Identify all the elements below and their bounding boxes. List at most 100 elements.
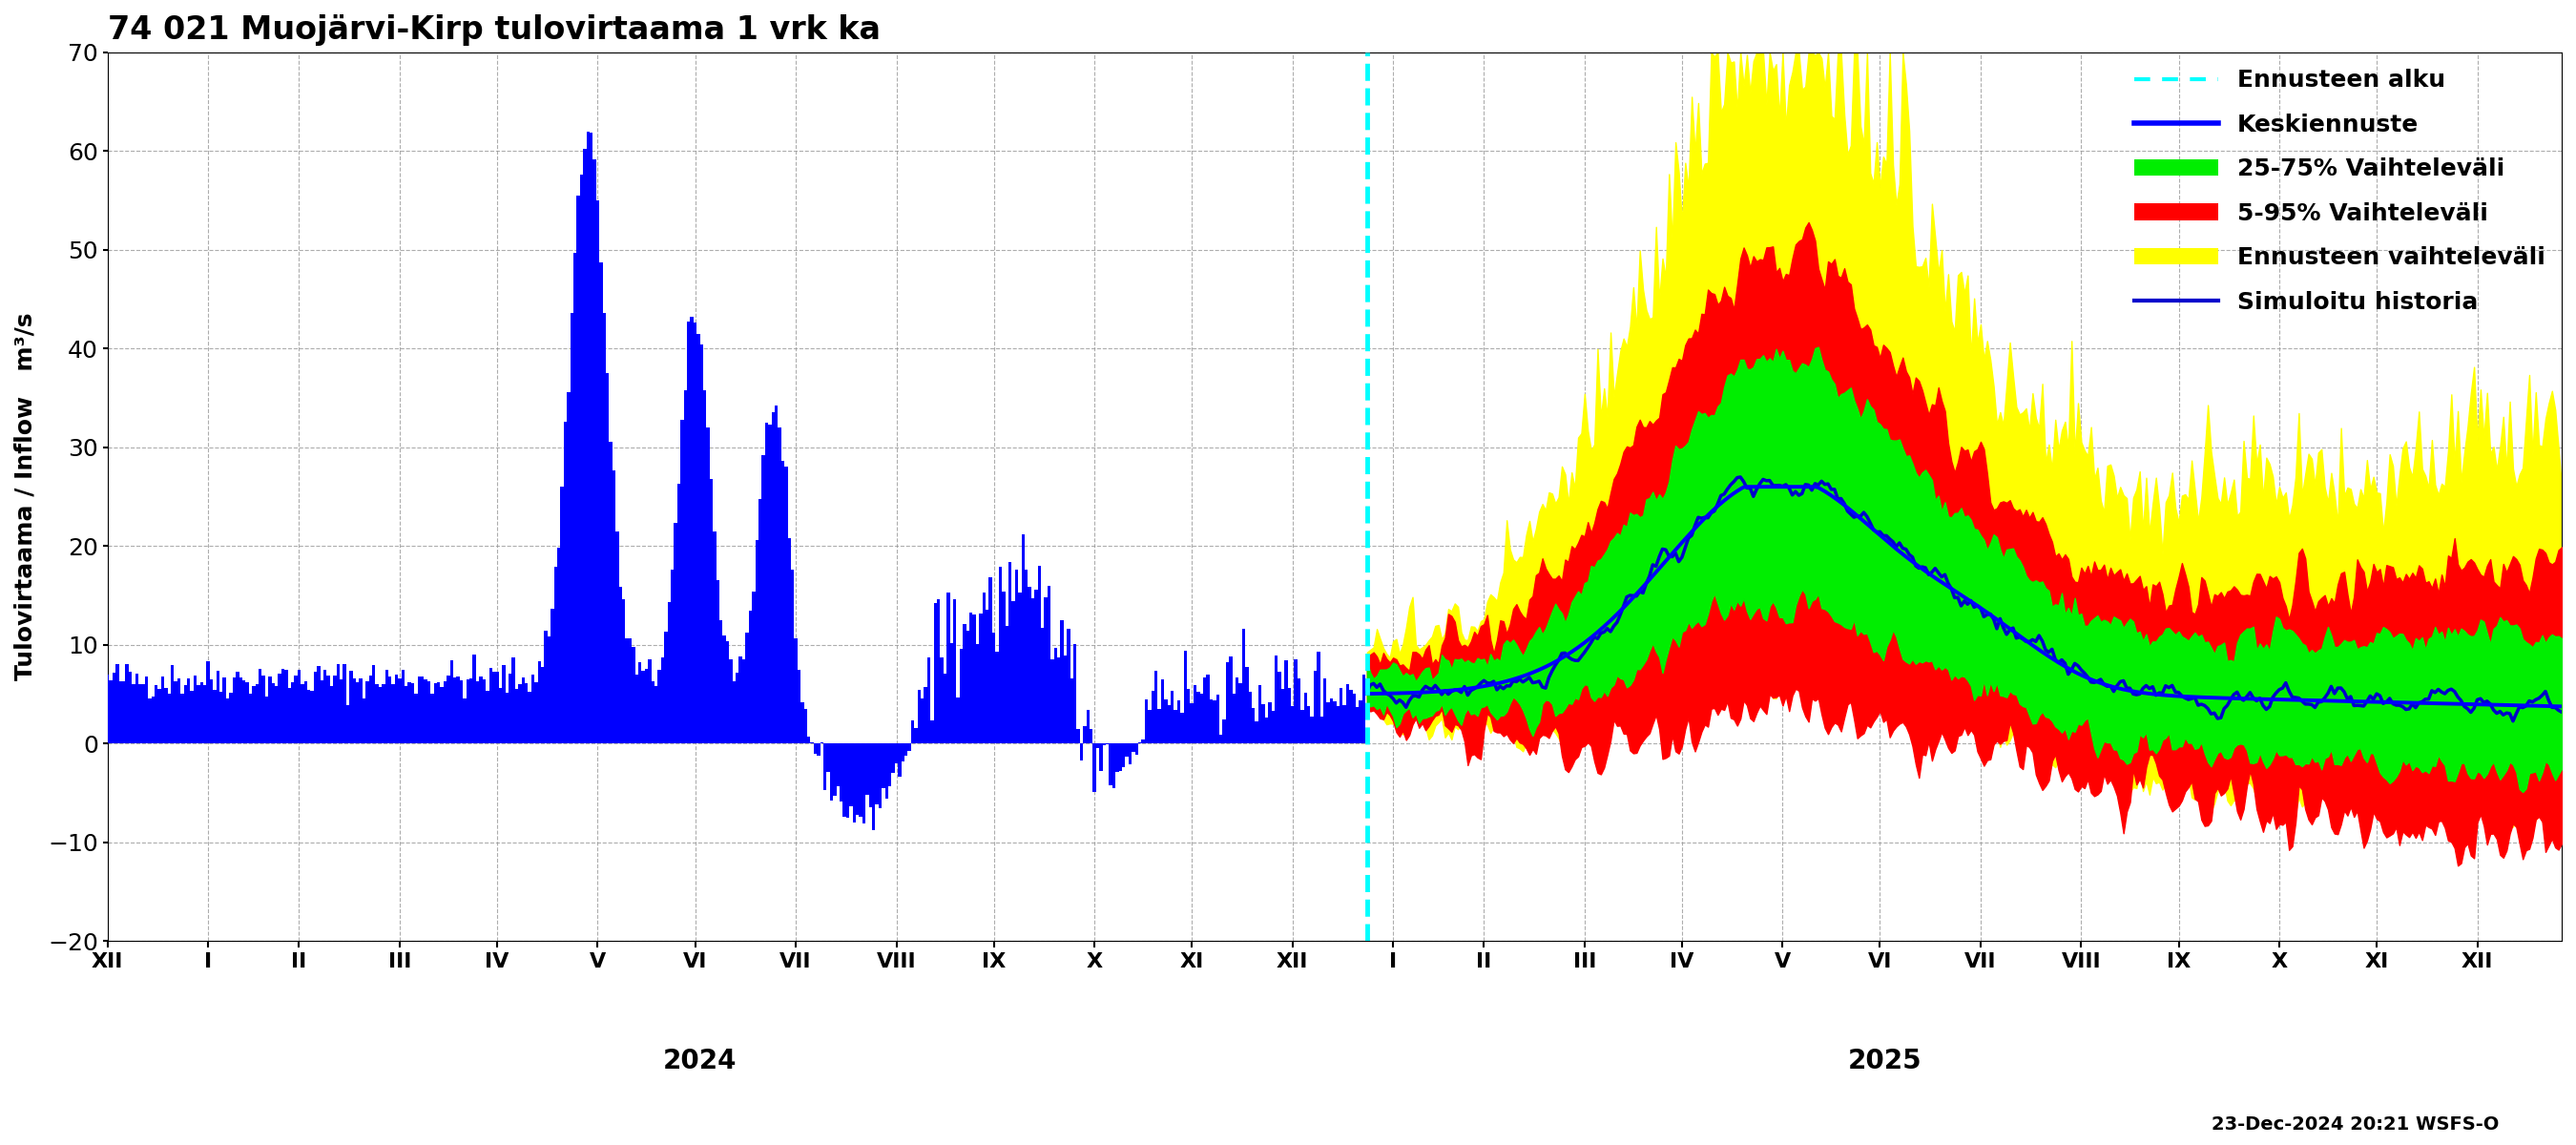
Bar [649,660,652,743]
Bar [438,682,440,743]
Bar [1236,678,1239,743]
Bar [291,682,294,743]
Bar [652,681,654,743]
Text: 23-Dec-2024 20:21 WSFS-O: 23-Dec-2024 20:21 WSFS-O [2210,1115,2499,1134]
Bar [492,672,495,743]
Bar [1077,729,1079,743]
Bar [1151,690,1154,743]
Bar [981,592,987,743]
Bar [1298,679,1301,743]
Bar [1056,657,1061,743]
Bar [1175,710,1177,743]
Bar [178,679,180,743]
Bar [201,682,204,743]
Bar [574,253,577,743]
Bar [577,196,580,743]
Bar [358,678,363,743]
Bar [961,649,963,743]
Bar [925,687,927,743]
Bar [963,624,966,743]
Bar [1226,662,1229,743]
Bar [1030,598,1036,743]
Bar [706,427,711,743]
Bar [1213,701,1216,743]
Bar [1118,743,1123,772]
Bar [1273,711,1275,743]
Bar [1306,706,1311,743]
Bar [371,665,376,743]
Bar [428,681,430,743]
Bar [992,633,994,743]
Bar [618,586,621,743]
Bar [270,684,276,743]
Bar [840,743,842,802]
Bar [1360,701,1363,743]
Bar [240,678,242,743]
Bar [605,373,608,743]
Bar [474,655,477,743]
Bar [227,698,229,743]
Bar [479,677,482,743]
Bar [819,742,824,743]
Bar [1061,621,1064,743]
Bar [1170,692,1175,743]
Bar [595,200,600,743]
Bar [1252,708,1255,743]
Bar [165,688,167,743]
Bar [757,499,762,743]
Bar [301,684,304,743]
Bar [1162,679,1164,743]
Bar [147,698,152,743]
Bar [1249,692,1252,743]
Bar [482,680,487,743]
Bar [242,680,245,743]
Bar [1036,590,1038,743]
Bar [188,678,191,743]
Bar [1239,684,1242,743]
Bar [938,599,940,743]
Bar [1048,585,1051,743]
Bar [804,709,806,743]
Bar [1363,674,1365,743]
Bar [1079,743,1082,760]
Bar [806,737,811,743]
Bar [1180,713,1182,743]
Bar [1244,668,1249,743]
Bar [917,689,920,743]
Bar [742,660,744,743]
Bar [417,677,420,743]
Bar [296,670,301,743]
Bar [170,665,175,743]
Bar [325,670,327,743]
Bar [1154,670,1157,743]
Bar [1275,656,1278,743]
Bar [582,149,587,743]
Bar [855,743,858,815]
Bar [209,679,214,743]
Bar [180,694,183,743]
Bar [554,567,556,743]
Bar [1329,698,1332,743]
Bar [531,674,533,743]
Bar [1316,652,1319,743]
Bar [402,670,404,743]
Bar [948,593,951,743]
Bar [1043,598,1048,743]
Bar [433,684,438,743]
Bar [680,420,683,743]
Bar [878,743,881,808]
Bar [976,643,979,743]
Bar [799,670,801,743]
Bar [866,743,868,795]
Bar [381,685,384,743]
Bar [927,657,930,743]
Bar [376,685,379,743]
Bar [126,664,129,743]
Bar [793,638,799,743]
Bar [134,674,139,743]
Bar [340,680,343,743]
Bar [587,132,590,743]
Bar [1182,650,1188,743]
Bar [446,676,451,743]
Bar [1139,742,1141,743]
